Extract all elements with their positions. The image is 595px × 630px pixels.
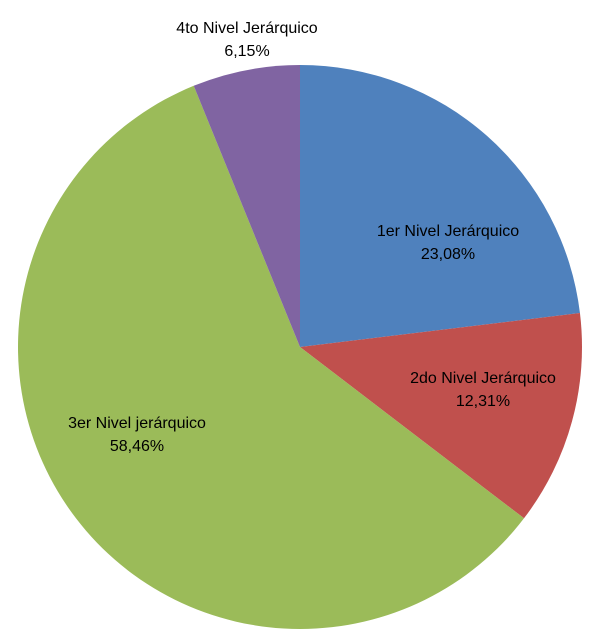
slice-value-label: 58,46% — [110, 438, 164, 455]
slice-value-label: 12,31% — [456, 393, 510, 410]
slice-value-label: 6,15% — [224, 43, 269, 60]
pie-slice-4 — [193, 65, 300, 347]
pie-slice-2 — [300, 313, 582, 519]
slice-label-4: 4to Nivel Jerárquico 6,15% — [176, 20, 318, 60]
slice-value-label: 23,08% — [421, 246, 475, 263]
slice-label-2: 2do Nivel Jerárquico 12,31% — [410, 370, 556, 410]
slice-label-3: 3er Nivel jerárquico 58,46% — [68, 415, 206, 455]
pie-slices — [18, 65, 582, 629]
slice-category-label: 3er Nivel jerárquico — [68, 415, 206, 432]
slice-category-label: 2do Nivel Jerárquico — [410, 370, 556, 387]
pie-slice-3 — [18, 85, 525, 629]
slice-label-1: 1er Nivel Jerárquico 23,08% — [377, 223, 519, 263]
slice-category-label: 1er Nivel Jerárquico — [377, 223, 519, 240]
pie-slice-1 — [300, 65, 580, 347]
pie-labels: 1er Nivel Jerárquico 23,08% 2do Nivel Jerá… — [68, 20, 556, 455]
slice-category-label: 4to Nivel Jerárquico — [176, 20, 318, 37]
